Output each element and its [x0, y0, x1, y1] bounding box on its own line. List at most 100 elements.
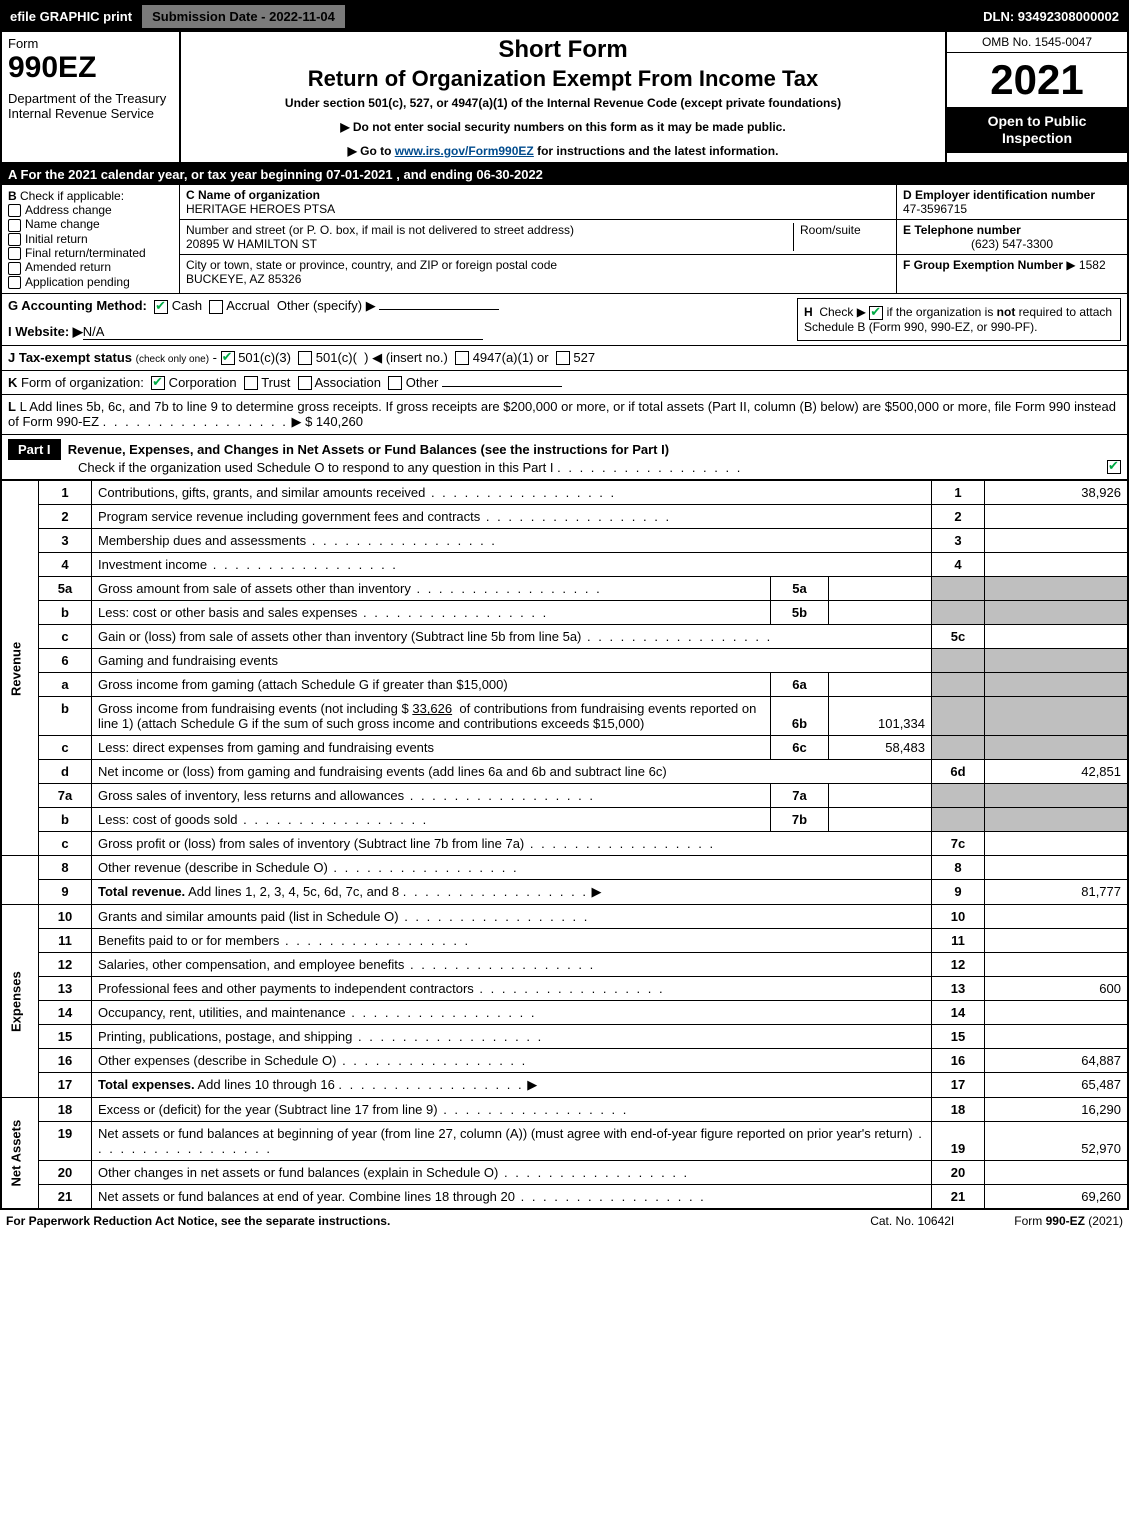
row5b-desc: Less: cost or other basis and sales expe… — [98, 605, 357, 620]
row2-amt — [985, 505, 1128, 529]
chk-amended-return[interactable] — [8, 262, 21, 275]
row7a-sub: 7a — [771, 784, 829, 808]
row7a-amt-shade — [985, 784, 1128, 808]
chk-initial-return[interactable] — [8, 233, 21, 246]
row7c-num: c — [39, 832, 92, 856]
row7c-ln: 7c — [932, 832, 985, 856]
chk-cash[interactable] — [154, 300, 168, 314]
row14-ln: 14 — [932, 1001, 985, 1025]
row1-desc: Contributions, gifts, grants, and simila… — [98, 485, 425, 500]
chk-corporation[interactable] — [151, 376, 165, 390]
chk-name-change[interactable] — [8, 219, 21, 232]
row14-num: 14 — [39, 1001, 92, 1025]
row10-desc: Grants and similar amounts paid (list in… — [98, 909, 399, 924]
department: Department of the Treasury Internal Reve… — [8, 91, 173, 121]
chk-4947[interactable] — [455, 351, 469, 365]
row6d-ln: 6d — [932, 760, 985, 784]
row16-num: 16 — [39, 1049, 92, 1073]
row9-amt: 81,777 — [985, 880, 1128, 905]
row5a-num: 5a — [39, 577, 92, 601]
row20-desc: Other changes in net assets or fund bala… — [98, 1165, 498, 1180]
row5c-amt — [985, 625, 1128, 649]
inspection-badge: Open to Public Inspection — [947, 107, 1127, 153]
row6d-desc: Net income or (loss) from gaming and fun… — [98, 764, 667, 779]
row6b-subval: 101,334 — [829, 697, 932, 736]
row18-num: 18 — [39, 1098, 92, 1122]
irs-link[interactable]: www.irs.gov/Form990EZ — [395, 144, 534, 158]
line-j: J Tax-exempt status (check only one) - 5… — [2, 346, 1127, 371]
chk-application-pending[interactable] — [8, 276, 21, 289]
row12-num: 12 — [39, 953, 92, 977]
chk-501c[interactable] — [298, 351, 312, 365]
chk-527[interactable] — [556, 351, 570, 365]
form-label: Form — [8, 36, 173, 51]
chk-other-org[interactable] — [388, 376, 402, 390]
row7c-desc: Gross profit or (loss) from sales of inv… — [98, 836, 524, 851]
g-other-input[interactable] — [379, 309, 499, 310]
chk-trust[interactable] — [244, 376, 258, 390]
opt-application-pending: Application pending — [25, 275, 130, 289]
chk-501c3[interactable] — [221, 351, 235, 365]
form-header: Form 990EZ Department of the Treasury In… — [2, 32, 1127, 164]
row21-amt: 69,260 — [985, 1185, 1128, 1209]
line-l: L L Add lines 5b, 6c, and 7b to line 9 t… — [2, 395, 1127, 435]
room-label: Room/suite — [793, 223, 890, 251]
street: 20895 W HAMILTON ST — [186, 237, 317, 251]
part1-table: Revenue 1 Contributions, gifts, grants, … — [2, 480, 1127, 1208]
row4-amt — [985, 553, 1128, 577]
row11-num: 11 — [39, 929, 92, 953]
row10-num: 10 — [39, 905, 92, 929]
row4-num: 4 — [39, 553, 92, 577]
chk-association[interactable] — [298, 376, 312, 390]
row18-amt: 16,290 — [985, 1098, 1128, 1122]
efile-label[interactable]: efile GRAPHIC print — [2, 9, 140, 24]
part1-header-row: Part I Revenue, Expenses, and Changes in… — [2, 435, 1127, 480]
chk-address-change[interactable] — [8, 204, 21, 217]
row3-amt — [985, 529, 1128, 553]
row6d-num: d — [39, 760, 92, 784]
tax-year: 2021 — [947, 53, 1127, 107]
ssn-warning: ▶ Do not enter social security numbers o… — [189, 120, 937, 134]
chk-accrual[interactable] — [209, 300, 223, 314]
part1-title: Revenue, Expenses, and Changes in Net As… — [68, 442, 669, 457]
row2-desc: Program service revenue including govern… — [98, 509, 480, 524]
subtitle: Under section 501(c), 527, or 4947(a)(1)… — [189, 96, 937, 110]
other-org-input[interactable] — [442, 386, 562, 387]
row6a-ln-shade — [932, 673, 985, 697]
row6b-num: b — [39, 697, 92, 736]
row5b-sub: 5b — [771, 601, 829, 625]
row2-ln: 2 — [932, 505, 985, 529]
row7b-sub: 7b — [771, 808, 829, 832]
row13-num: 13 — [39, 977, 92, 1001]
g-label: G Accounting Method: — [8, 298, 147, 313]
row16-ln: 16 — [932, 1049, 985, 1073]
row6a-subval — [829, 673, 932, 697]
row7b-ln-shade — [932, 808, 985, 832]
row6b-sub: 6b — [771, 697, 829, 736]
row7a-num: 7a — [39, 784, 92, 808]
goto-link[interactable]: ▶ Go to www.irs.gov/Form990EZ for instru… — [189, 144, 937, 158]
row15-ln: 15 — [932, 1025, 985, 1049]
row17-num: 17 — [39, 1073, 92, 1098]
row19-ln: 19 — [932, 1122, 985, 1161]
row6c-sub: 6c — [771, 736, 829, 760]
part1-check-text: Check if the organization used Schedule … — [78, 460, 554, 475]
row2-num: 2 — [39, 505, 92, 529]
row13-ln: 13 — [932, 977, 985, 1001]
row12-amt — [985, 953, 1128, 977]
row5c-ln: 5c — [932, 625, 985, 649]
chk-schedule-b[interactable] — [869, 306, 883, 320]
row7b-subval — [829, 808, 932, 832]
row6b-amt-shade — [985, 697, 1128, 736]
website: N/A — [83, 324, 483, 340]
row1-amt: 38,926 — [985, 481, 1128, 505]
dln: DLN: 93492308000002 — [975, 9, 1127, 24]
row10-amt — [985, 905, 1128, 929]
chk-schedule-o[interactable] — [1107, 460, 1121, 474]
row15-num: 15 — [39, 1025, 92, 1049]
g-cash: Cash — [172, 298, 202, 313]
row13-desc: Professional fees and other payments to … — [98, 981, 474, 996]
row5b-subval — [829, 601, 932, 625]
g-other: Other (specify) ▶ — [277, 298, 376, 313]
chk-final-return[interactable] — [8, 247, 21, 260]
